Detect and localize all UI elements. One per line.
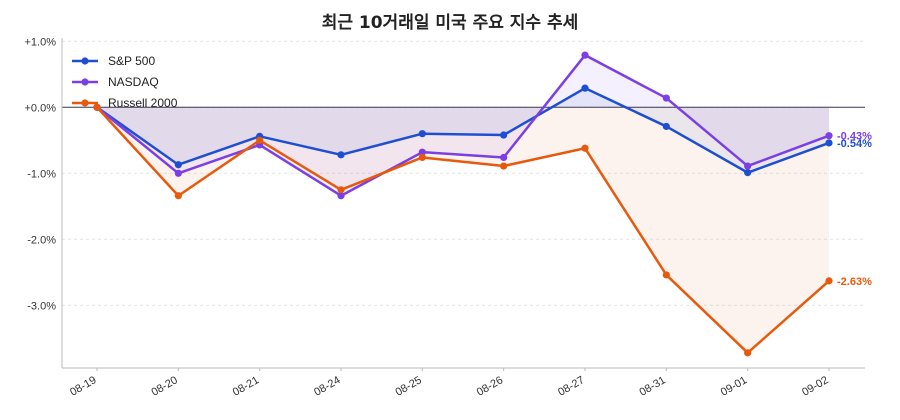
- x-tick-label: 08-31: [637, 374, 667, 398]
- series-line-1: [96, 53, 830, 197]
- data-point: [744, 162, 752, 170]
- area-fill-1: [97, 55, 829, 196]
- y-tick-labels: +1.0% +0.0% -1.0% -2.0% -3.0%: [25, 36, 57, 312]
- x-tick-label: 08-25: [393, 374, 423, 398]
- legend-label: S&P 500: [108, 54, 155, 68]
- y-tick-label: -3.0%: [27, 300, 56, 312]
- data-point: [500, 162, 508, 170]
- data-point: [93, 103, 101, 111]
- data-point: [662, 271, 670, 279]
- x-tick-label: 08-26: [475, 374, 505, 398]
- data-point: [418, 153, 426, 162]
- data-point: [418, 148, 426, 156]
- x-tick-labels: 08-19 08-20 08-21 08-24 08-25 08-26 08-27 08-31…: [68, 368, 831, 399]
- data-point: [500, 131, 508, 139]
- y-tick-label: -1.0%: [27, 168, 56, 180]
- legend-swatch-dot: [81, 57, 89, 65]
- end-labels: -0.54%-0.43% -2.63%: [837, 131, 872, 288]
- data-point: [662, 94, 670, 102]
- data-point: [174, 169, 182, 177]
- data-point: [662, 122, 670, 131]
- end-label-0: -0.54%: [837, 138, 872, 150]
- end-label-2: -2.63%: [837, 276, 872, 288]
- area-fill-0: [97, 88, 829, 173]
- legend-label: Russell 2000: [108, 96, 178, 110]
- area-fill-2: [97, 107, 829, 353]
- x-tick-label: 08-21: [231, 374, 261, 398]
- y-tick-label: -2.0%: [27, 234, 56, 246]
- data-point: [418, 130, 426, 138]
- data-point: [744, 169, 752, 177]
- data-point: [337, 151, 345, 159]
- x-tick-label: 08-24: [312, 374, 342, 398]
- data-point: [581, 84, 589, 92]
- x-tick-label: 08-27: [556, 374, 586, 398]
- data-point: [337, 186, 345, 194]
- data-point: [581, 144, 589, 152]
- legend-label: NASDAQ: [108, 75, 159, 89]
- x-tick-label: 08-19: [68, 374, 98, 398]
- data-point: [744, 349, 752, 357]
- chart-title: 최근 10거래일 미국 주요 지수 추세: [322, 13, 579, 33]
- y-tick-label: +1.0%: [25, 36, 57, 48]
- legend: S&P 500 NASDAQ Russell 2000: [72, 54, 178, 110]
- x-tick-label: 09-02: [800, 374, 830, 398]
- data-point: [500, 153, 508, 162]
- series-line-2: [96, 106, 830, 355]
- series-line-0: [96, 86, 830, 174]
- legend-swatch-dot: [81, 99, 89, 107]
- data-point: [174, 192, 182, 200]
- axes: [61, 38, 865, 369]
- x-tick-label: 09-01: [719, 374, 749, 398]
- data-point: [825, 132, 833, 140]
- data-point: [581, 51, 589, 59]
- area-fills: [97, 55, 829, 353]
- data-point: [174, 161, 182, 169]
- data-point: [825, 277, 833, 285]
- data-point: [256, 136, 264, 144]
- data-point: [825, 139, 833, 147]
- x-tick-label: 08-20: [149, 374, 179, 398]
- data-point: [337, 192, 345, 200]
- legend-swatch-dot: [81, 78, 89, 86]
- end-label-1: -0.43%: [837, 131, 872, 143]
- y-tick-label: +0.0%: [25, 102, 57, 114]
- series-lines: [93, 51, 833, 357]
